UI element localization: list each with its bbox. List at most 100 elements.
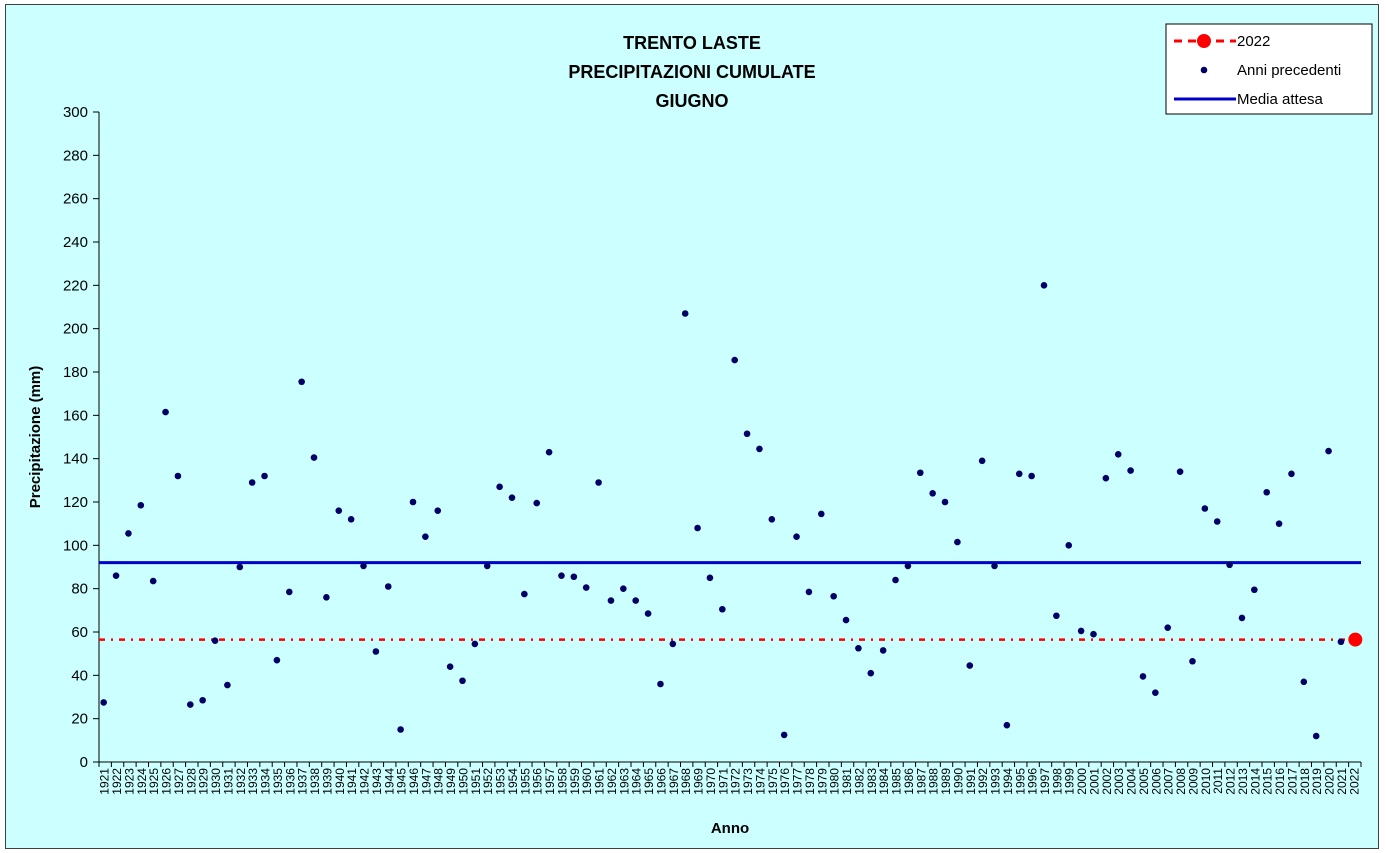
x-tick-label: 1985	[890, 768, 904, 795]
x-tick-label: 1981	[840, 768, 854, 795]
data-point	[830, 592, 837, 600]
x-tick-label: 1954	[506, 768, 520, 795]
x-tick-label: 1973	[741, 768, 755, 795]
x-tick-label: 1998	[1050, 768, 1064, 795]
data-point	[1213, 518, 1221, 525]
data-point	[1226, 561, 1233, 569]
x-tick-label: 1966	[654, 768, 668, 795]
y-tick-label: 300	[63, 104, 88, 121]
x-tick-label: 1955	[518, 768, 532, 795]
data-point	[607, 597, 615, 604]
data-point	[620, 585, 627, 592]
data-point	[1201, 505, 1209, 512]
data-point	[100, 699, 107, 706]
x-tick-label: 1928	[184, 768, 198, 795]
data-point	[508, 494, 516, 501]
data-point	[780, 731, 788, 739]
x-tick-label: 1924	[135, 768, 149, 795]
data-point	[644, 610, 652, 617]
x-tick-label: 1935	[271, 768, 285, 795]
x-tick-label: 1972	[729, 768, 743, 795]
x-tick-label: 1939	[320, 768, 334, 795]
x-tick-label: 1946	[407, 768, 421, 795]
data-point	[261, 472, 268, 480]
data-point	[186, 701, 194, 708]
data-point	[360, 562, 367, 570]
x-tick-label: 1976	[778, 768, 792, 795]
x-tick-label: 1999	[1063, 768, 1077, 795]
data-point	[1015, 470, 1023, 478]
x-tick-label: 1942	[358, 768, 372, 795]
x-tick-label: 1978	[803, 768, 817, 795]
y-tick-label: 180	[63, 364, 88, 381]
x-tick-label: 2016	[1273, 768, 1287, 795]
data-point	[719, 605, 726, 613]
x-tick-label: 1932	[234, 768, 248, 795]
x-tick-label: 2014	[1248, 768, 1262, 795]
data-point	[397, 726, 404, 733]
data-point	[681, 310, 689, 317]
data-point	[1312, 732, 1320, 740]
data-point	[1040, 282, 1048, 289]
data-point	[632, 597, 640, 604]
data-point	[1263, 488, 1271, 496]
x-tick-label: 1991	[964, 768, 978, 795]
x-tick-label: 2000	[1075, 768, 1089, 795]
data-point	[817, 510, 825, 518]
x-axis-title: Anno	[711, 820, 749, 837]
data-point	[657, 680, 664, 688]
x-tick-label: 2012	[1224, 768, 1238, 795]
data-point	[545, 448, 553, 456]
data-point	[446, 663, 454, 670]
data-point	[743, 430, 751, 438]
data-point	[1288, 470, 1295, 478]
data-point	[954, 538, 961, 546]
x-tick-label: 2003	[1112, 768, 1126, 795]
x-tick-label: 1997	[1038, 768, 1052, 795]
data-point	[236, 563, 244, 571]
data-point	[483, 562, 491, 570]
data-point	[929, 490, 936, 497]
data-point	[966, 662, 974, 669]
x-tick-label: 1937	[296, 768, 310, 795]
data-point	[694, 524, 701, 532]
data-point	[521, 590, 528, 598]
x-tick-label: 1943	[370, 768, 384, 795]
x-tick-label: 1936	[283, 768, 297, 795]
data-point	[1028, 472, 1035, 480]
x-tick-label: 2001	[1087, 768, 1101, 795]
data-point	[149, 577, 157, 585]
x-tick-label: 2019	[1310, 768, 1324, 795]
data-point	[372, 648, 380, 655]
data-point	[1102, 474, 1110, 482]
x-tick-label: 1948	[432, 768, 446, 795]
x-tick-label: 2009	[1186, 768, 1200, 795]
data-point	[570, 573, 578, 581]
x-tick-label: 1921	[98, 768, 112, 795]
x-tick-label: 1994	[1001, 768, 1015, 795]
x-tick-label: 1926	[160, 768, 174, 795]
data-point	[409, 498, 417, 506]
data-point	[310, 454, 318, 461]
x-tick-label: 2021	[1335, 768, 1349, 795]
x-tick-label: 1963	[617, 768, 631, 795]
data-point	[471, 640, 479, 648]
y-axis-title: Precipitazione (mm)	[27, 366, 44, 509]
x-tick-label: 1971	[716, 768, 730, 795]
x-tick-label: 1965	[642, 768, 656, 795]
x-tick-label: 1938	[308, 768, 322, 795]
data-point	[125, 530, 132, 537]
data-point	[174, 472, 182, 480]
x-tick-label: 1952	[481, 768, 495, 795]
legend-previous-marker	[1200, 66, 1208, 74]
data-point	[582, 584, 590, 591]
data-point	[496, 483, 503, 491]
x-tick-label: 1958	[555, 768, 569, 795]
data-point	[1053, 612, 1060, 620]
x-tick-label: 2008	[1174, 768, 1188, 795]
data-point	[706, 574, 714, 582]
x-tick-label: 1941	[345, 768, 359, 795]
data-point	[1164, 624, 1172, 631]
chart-svg: TRENTO LASTE PRECIPITAZIONI CUMULATE GIUGN…	[27, 23, 1373, 837]
y-tick-label: 220	[63, 277, 88, 294]
